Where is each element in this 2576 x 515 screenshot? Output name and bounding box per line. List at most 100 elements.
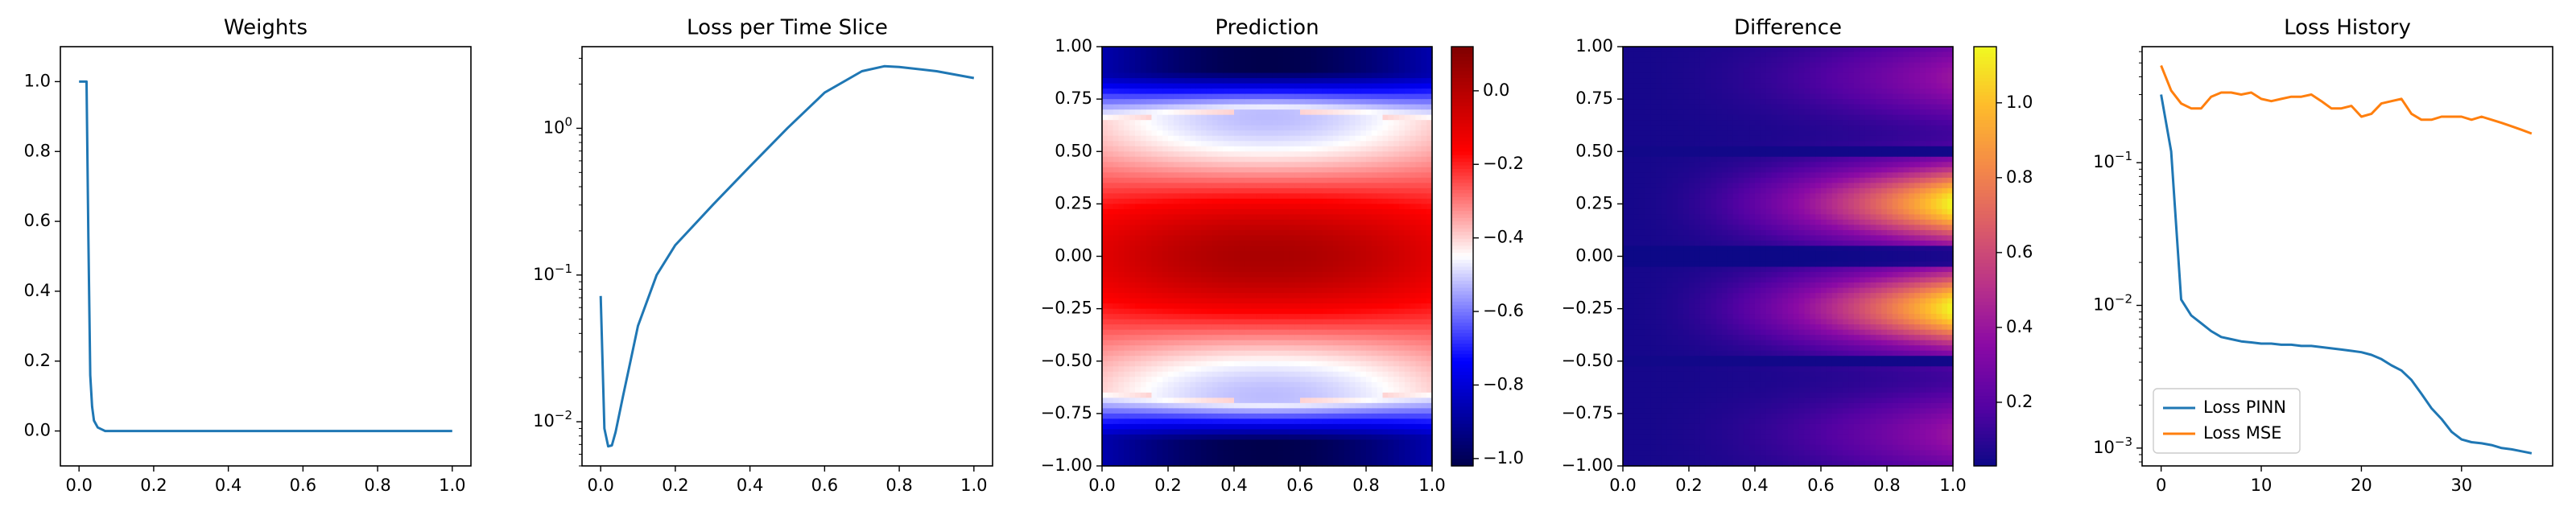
heatmap-cell xyxy=(1135,47,1141,53)
heatmap-cell xyxy=(1294,151,1301,158)
heatmap-cell xyxy=(1206,250,1213,258)
heatmap-cell xyxy=(1300,423,1307,431)
heatmap-cell xyxy=(1349,120,1356,126)
heatmap-cell xyxy=(1250,371,1257,377)
heatmap-cell xyxy=(1223,235,1229,241)
heatmap-cell xyxy=(1322,256,1328,262)
heatmap-cell xyxy=(1107,104,1114,110)
heatmap-cell xyxy=(1157,204,1163,210)
heatmap-cell xyxy=(1371,146,1378,152)
heatmap-cell xyxy=(1289,277,1295,283)
heatmap-cell xyxy=(1283,360,1290,367)
heatmap-cell xyxy=(1333,460,1340,467)
heatmap-cell xyxy=(1173,125,1180,131)
heatmap-cell xyxy=(1283,298,1290,304)
heatmap-cell xyxy=(1256,402,1262,409)
heatmap-cell xyxy=(1305,156,1312,163)
heatmap-cell xyxy=(1245,293,1252,299)
heatmap-cell xyxy=(1333,114,1340,121)
heatmap-cell xyxy=(1327,240,1334,247)
heatmap-cell xyxy=(1151,423,1158,431)
heatmap-cell xyxy=(1316,225,1323,231)
heatmap-cell xyxy=(1195,444,1202,451)
heatmap-cell xyxy=(1118,324,1125,331)
heatmap-cell xyxy=(1426,229,1433,237)
heatmap-cell xyxy=(1206,172,1213,179)
heatmap-cell xyxy=(1162,381,1169,388)
heatmap-cell xyxy=(1272,214,1279,220)
heatmap-cell xyxy=(1267,455,1274,462)
heatmap-cell xyxy=(1322,387,1328,393)
heatmap-cell xyxy=(1168,250,1174,258)
heatmap-cell xyxy=(1190,287,1196,294)
heatmap-cell xyxy=(1399,183,1406,189)
heatmap-cell xyxy=(1146,151,1153,158)
heatmap-cell xyxy=(1311,319,1318,325)
heatmap-cell xyxy=(1355,156,1361,163)
heatmap-cell xyxy=(1129,219,1136,226)
heatmap-cell xyxy=(1360,455,1367,462)
heatmap-cell xyxy=(1107,381,1114,388)
heatmap-cell xyxy=(1338,250,1345,258)
heatmap-cell xyxy=(1415,245,1422,252)
heatmap-cell xyxy=(1102,245,1108,252)
heatmap-cell xyxy=(1146,83,1153,89)
heatmap-cell xyxy=(1179,72,1186,79)
heatmap-cell xyxy=(1234,172,1241,179)
heatmap-cell xyxy=(1212,146,1219,152)
heatmap-cell xyxy=(1245,120,1252,126)
heatmap-cell xyxy=(1388,308,1394,315)
heatmap-cell xyxy=(1355,314,1361,320)
colorbar-segment xyxy=(1451,263,1473,268)
heatmap-cell xyxy=(1118,229,1125,237)
heatmap-cell xyxy=(1234,418,1241,425)
heatmap-cell xyxy=(1250,329,1257,336)
heatmap-cell xyxy=(1195,398,1202,404)
heatmap-cell xyxy=(1129,141,1136,147)
heatmap-cell xyxy=(1283,314,1290,320)
heatmap-cell xyxy=(1129,208,1136,215)
heatmap-cell xyxy=(1228,272,1235,278)
heatmap-cell xyxy=(1322,345,1328,352)
heatmap-cell xyxy=(1267,198,1274,204)
heatmap-cell xyxy=(1256,208,1262,215)
heatmap-cell xyxy=(1322,151,1328,158)
heatmap-cell xyxy=(1217,392,1224,398)
heatmap-cell xyxy=(1278,287,1285,294)
heatmap-cell xyxy=(1333,303,1340,310)
heatmap-cell xyxy=(1223,439,1229,446)
heatmap-cell xyxy=(1327,83,1334,89)
heatmap-cell xyxy=(1162,366,1169,373)
heatmap-cell xyxy=(1360,423,1367,431)
heatmap-cell xyxy=(1333,187,1340,194)
heatmap-cell xyxy=(1333,350,1340,356)
heatmap-cell xyxy=(1206,439,1213,446)
heatmap-cell xyxy=(1311,266,1318,273)
heatmap-cell xyxy=(1267,68,1274,74)
heatmap-cell xyxy=(1190,109,1196,116)
heatmap-cell xyxy=(1146,208,1153,215)
heatmap-cell xyxy=(1124,324,1130,331)
heatmap-cell xyxy=(1261,177,1268,183)
heatmap-cell xyxy=(1327,256,1334,262)
heatmap-cell xyxy=(1322,262,1328,268)
heatmap-cell xyxy=(1316,120,1323,126)
heatmap-cell xyxy=(1245,109,1252,116)
heatmap-cell xyxy=(1151,141,1158,147)
heatmap-cell xyxy=(1426,114,1433,121)
heatmap-cell xyxy=(1388,340,1394,346)
heatmap-cell xyxy=(1410,250,1417,258)
heatmap-cell xyxy=(1135,120,1141,126)
heatmap-cell xyxy=(1300,229,1307,237)
heatmap-cell xyxy=(1294,146,1301,152)
heatmap-cell xyxy=(1190,303,1196,310)
heatmap-cell xyxy=(1157,167,1163,173)
heatmap-cell xyxy=(1157,429,1163,435)
heatmap-cell xyxy=(1322,455,1328,462)
heatmap-cell xyxy=(1168,104,1174,110)
heatmap-cell xyxy=(1179,125,1186,131)
heatmap-cell xyxy=(1250,62,1257,68)
heatmap-cell xyxy=(1311,72,1318,79)
heatmap-cell xyxy=(1355,52,1361,58)
heatmap-cell xyxy=(1399,360,1406,367)
